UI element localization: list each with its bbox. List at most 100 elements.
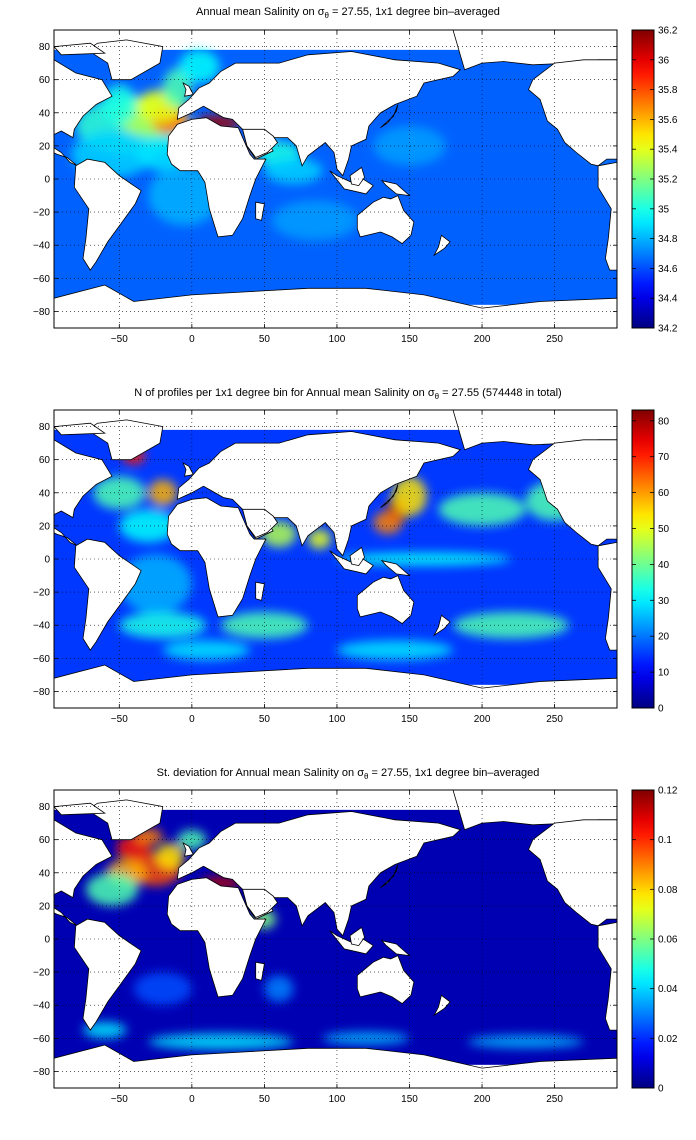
landmass-arabia xyxy=(242,508,279,538)
landmass-sa-east xyxy=(597,921,617,1031)
landmass-na-east xyxy=(528,59,617,167)
y-tick-label: 0 xyxy=(44,555,50,566)
colorbar-tick-label: 0 xyxy=(658,704,664,715)
y-tick-label: 20 xyxy=(39,901,51,912)
value-hotspot xyxy=(373,126,446,166)
landmass-madagascar xyxy=(255,961,265,981)
colorbar-tick-label: 40 xyxy=(658,560,670,571)
x-tick-label: 0 xyxy=(189,714,195,725)
value-hotspot xyxy=(307,529,332,550)
landmass-na-east xyxy=(528,439,617,547)
landmass-arabia xyxy=(242,128,279,158)
x-tick-label: 200 xyxy=(474,334,491,345)
colorbar-tick-label: 35.8 xyxy=(658,85,678,96)
value-hotspot xyxy=(322,1031,410,1045)
landmass-na-east xyxy=(528,819,617,927)
landmass-africa xyxy=(166,497,267,618)
x-tick-label: 100 xyxy=(329,714,346,725)
colorbar-tick-label: 0.1 xyxy=(658,835,672,846)
y-tick-label: 80 xyxy=(39,802,51,813)
colorbar-tick-label: 35.4 xyxy=(658,145,678,156)
plot-frame xyxy=(53,29,618,329)
value-hotspot xyxy=(438,492,526,526)
value-hotspot xyxy=(155,842,185,870)
landmass-japan xyxy=(380,864,399,889)
colorbar-tick-label: 35 xyxy=(658,204,670,215)
landmass-australia xyxy=(356,575,415,625)
y-tick-label: −20 xyxy=(33,588,50,599)
ocean-field xyxy=(54,410,617,708)
landmass-south-america xyxy=(73,918,142,1031)
y-tick-label: 20 xyxy=(39,521,51,532)
landmass-japan xyxy=(380,104,399,129)
x-tick-label: 250 xyxy=(546,334,563,345)
x-tick-label: 150 xyxy=(401,714,418,725)
landmass-new-guinea xyxy=(380,940,411,957)
landmass-australia xyxy=(356,195,415,245)
value-hotspot xyxy=(264,157,323,184)
panel-title: St. deviation for Annual mean Salinity o… xyxy=(156,767,540,782)
y-tick-label: 80 xyxy=(39,42,51,53)
colorbar-tick-label: 0.08 xyxy=(658,885,678,896)
landmass-antarctica xyxy=(54,1044,617,1088)
value-hotspot xyxy=(373,510,403,535)
y-tick-label: −80 xyxy=(33,307,50,318)
colorbar-tick-label: 35.6 xyxy=(658,115,678,126)
colorbar-tick-label: 50 xyxy=(658,524,670,535)
x-tick-label: 50 xyxy=(259,334,271,345)
x-tick-label: 0 xyxy=(189,334,195,345)
plot-frame xyxy=(53,789,618,1089)
landmass-antarctica xyxy=(54,664,617,708)
x-tick-label: 200 xyxy=(474,714,491,725)
y-tick-label: −60 xyxy=(33,1034,50,1045)
x-tick-label: 250 xyxy=(546,714,563,725)
plot-frame xyxy=(53,409,618,709)
std-deviation-map: −50 0 50 100 150 200 250806040200−20−40−60−800… xyxy=(33,786,678,1106)
landmass-arctic-islands xyxy=(54,422,107,436)
landmass-arctic-islands xyxy=(54,42,107,56)
landmass-new-guinea xyxy=(380,560,411,577)
landmass-borneo xyxy=(349,166,365,187)
value-hotspot xyxy=(220,611,308,639)
colorbar-tick-label: 20 xyxy=(658,632,670,643)
y-tick-label: 0 xyxy=(44,175,50,186)
y-tick-label: −40 xyxy=(33,621,50,632)
landmass-africa xyxy=(166,117,267,238)
y-tick-label: −40 xyxy=(33,1001,50,1012)
x-tick-label: 250 xyxy=(546,1094,563,1105)
landmass-sa-east xyxy=(597,541,617,651)
colorbar-tick-label: 0 xyxy=(658,1084,664,1095)
colorbar-tick-label: 10 xyxy=(658,668,670,679)
y-tick-label: 20 xyxy=(39,141,51,152)
y-tick-label: 40 xyxy=(39,868,51,879)
colorbar-tick-label: 0.04 xyxy=(658,984,678,995)
profile-count-map: −50 0 50 100 150 200 250806040200−20−40−60−808… xyxy=(33,409,670,725)
landmass-japan xyxy=(380,484,399,509)
value-hotspot xyxy=(392,476,427,516)
colorbar xyxy=(631,409,655,709)
landmass-south-america xyxy=(73,538,142,651)
colorbar-tick-label: 0.06 xyxy=(658,935,678,946)
landmass-greenland xyxy=(86,799,164,841)
colorbar-tick-label: 80 xyxy=(658,416,670,427)
salinity-map: −50 0 50 100 150 200 250806040200−20−40−60−803… xyxy=(33,26,678,346)
value-hotspot xyxy=(162,68,192,108)
landmass-greenland xyxy=(86,419,164,461)
landmass-sa-east xyxy=(597,161,617,271)
x-tick-label: −50 xyxy=(111,334,128,345)
landmass-australia xyxy=(356,955,415,1005)
landmass-arabia xyxy=(242,888,279,918)
panel-title: Annual mean Salinity on σθ = 27.55, 1x1 … xyxy=(196,6,500,21)
colorbar-tick-label: 60 xyxy=(658,488,670,499)
colorbar-tick-label: 30 xyxy=(658,596,670,607)
landmass-madagascar xyxy=(255,201,265,221)
y-tick-label: 80 xyxy=(39,422,51,433)
x-tick-label: 100 xyxy=(329,1094,346,1105)
panel-title: N of profiles per 1x1 degree bin for Ann… xyxy=(134,387,562,402)
y-tick-label: 40 xyxy=(39,108,51,119)
x-tick-label: 0 xyxy=(189,1094,195,1105)
x-tick-label: 150 xyxy=(401,334,418,345)
y-tick-label: 60 xyxy=(39,455,51,466)
value-hotspot xyxy=(93,476,146,510)
ocean-field xyxy=(54,790,617,1088)
